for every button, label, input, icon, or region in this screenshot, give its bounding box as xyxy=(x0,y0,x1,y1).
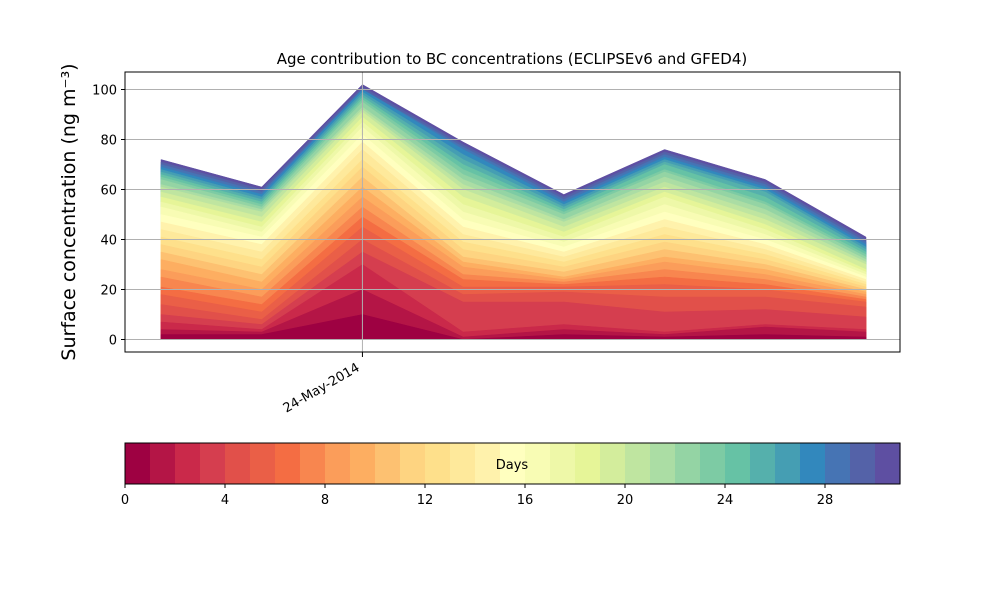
colorbar-cell xyxy=(775,443,801,484)
colorbar-tick-label: 4 xyxy=(221,493,229,508)
y-axis-ticks: 0 20 40 60 80 100 xyxy=(92,84,125,349)
colorbar-tick-label: 8 xyxy=(321,493,329,508)
colorbar-cell xyxy=(450,443,476,484)
colorbar-cell xyxy=(225,443,251,484)
colorbar: Days 0 4 8 12 16 20 24 28 xyxy=(121,442,901,508)
colorbar-cell xyxy=(300,443,326,484)
colorbar-ticks: 0 4 8 12 16 20 24 28 xyxy=(121,484,833,508)
colorbar-cell xyxy=(750,443,776,484)
chart-title: Age contribution to BC concentrations (E… xyxy=(277,50,748,68)
area-layer-day-0 xyxy=(160,314,867,340)
colorbar-cell xyxy=(800,443,826,484)
colorbar-cell xyxy=(875,443,901,484)
colorbar-label: Days xyxy=(496,458,529,473)
colorbar-tick-label: 16 xyxy=(517,493,534,508)
colorbar-tick-label: 24 xyxy=(717,493,734,508)
colorbar-cell xyxy=(275,443,301,484)
area-layers xyxy=(160,84,867,340)
colorbar-cell xyxy=(850,443,876,484)
colorbar-cells xyxy=(125,443,901,484)
colorbar-cell xyxy=(375,443,401,484)
plot-frame xyxy=(124,71,901,353)
y-tick-label: 100 xyxy=(92,84,117,99)
colorbar-cell xyxy=(125,443,151,484)
colorbar-cell xyxy=(650,443,676,484)
colorbar-cell xyxy=(525,443,551,484)
y-tick-label: 20 xyxy=(100,284,117,299)
colorbar-cell xyxy=(250,443,276,484)
colorbar-tick-label: 28 xyxy=(817,493,834,508)
colorbar-tick-label: 0 xyxy=(121,493,129,508)
colorbar-cell xyxy=(175,443,201,484)
colorbar-tick-label: 20 xyxy=(617,493,634,508)
y-tick-label: 40 xyxy=(100,234,117,249)
colorbar-cell xyxy=(350,443,376,484)
colorbar-cell xyxy=(150,443,176,484)
colorbar-cell xyxy=(500,443,526,484)
y-tick-label: 60 xyxy=(100,184,117,199)
colorbar-cell xyxy=(625,443,651,484)
colorbar-tick-label: 12 xyxy=(417,493,434,508)
y-tick-label: 0 xyxy=(109,334,117,349)
colorbar-cell xyxy=(475,443,501,484)
colorbar-cell xyxy=(200,443,226,484)
colorbar-cell xyxy=(700,443,726,484)
colorbar-cell xyxy=(425,443,451,484)
colorbar-cell xyxy=(325,443,351,484)
colorbar-cell xyxy=(600,443,626,484)
colorbar-cell xyxy=(400,443,426,484)
y-axis-label: Surface concentration (ng m⁻³) xyxy=(58,63,80,360)
grid-lines xyxy=(125,72,900,352)
colorbar-cell xyxy=(725,443,751,484)
colorbar-cell xyxy=(575,443,601,484)
colorbar-cell xyxy=(550,443,576,484)
colorbar-cell xyxy=(825,443,851,484)
y-tick-label: 80 xyxy=(100,134,117,149)
colorbar-cell xyxy=(675,443,701,484)
colorbar-frame xyxy=(124,442,901,485)
